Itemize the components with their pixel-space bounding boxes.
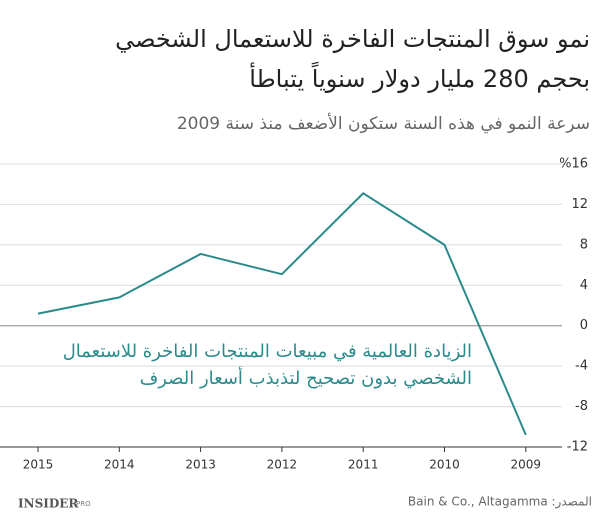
y-tick-label: -4	[575, 359, 588, 374]
annotation: الشخصي بدون تصحيح لتذبذب أسعار الصرف	[140, 366, 472, 389]
x-tick-label: 2013	[185, 458, 216, 472]
chart-title: بحجم 280 مليار دولار سنوياً يتباطأ	[249, 62, 590, 93]
logo: PRO	[76, 500, 91, 508]
logo: INSIDER	[18, 497, 79, 511]
line	[37, 192, 527, 436]
y-tick-label: 4	[580, 278, 588, 293]
x-tick-label: 2009	[511, 458, 542, 472]
y-tick-label: 8	[580, 237, 588, 252]
chart-title: نمو سوق المنتجات الفاخرة للاستعمال الشخص…	[115, 25, 590, 53]
y-tick-label: -12	[567, 440, 588, 455]
x-tick-label: 2011	[348, 458, 379, 472]
x-tick-label: 2012	[267, 458, 298, 472]
y-tick-label: 0	[580, 318, 588, 333]
annotation: الزيادة العالمية في مبيعات المنتجات الفا…	[63, 341, 472, 362]
y-tick-label: 12	[571, 197, 588, 212]
x-tick-label: 2014	[104, 458, 135, 472]
chart-subtitle: سرعة النمو في هذه السنة ستكون الأضعف منذ…	[177, 113, 590, 134]
y-tick-label: -8	[575, 399, 588, 414]
source: المصدر: Bain & Co., Altagamma	[408, 495, 592, 510]
x-tick-label: 2015	[23, 458, 54, 472]
x-tick-label: 2010	[429, 458, 460, 472]
y-tick-label: %16	[559, 157, 588, 172]
